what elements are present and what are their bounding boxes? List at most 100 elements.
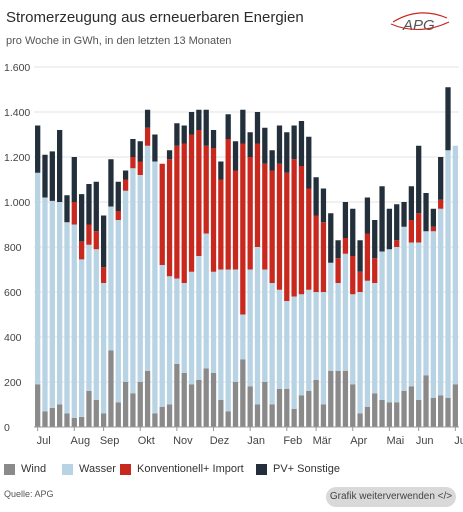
bar-segment [240,314,246,360]
bar-segment [232,141,239,171]
bar-segment [320,292,327,405]
bar-segment [122,190,129,382]
x-axis: Jul Aug Sep Okt Nov Dez Jan Feb Mär Apr Mai Jun Jul [34,426,463,447]
x-tick-label: Nov [173,435,193,447]
bar-segment [364,280,371,407]
bar-segment [225,269,231,412]
bar-segment [342,202,349,238]
legend-item[interactable]: Wind [4,459,46,479]
bar-segment [152,413,158,427]
x-tick-label: Apr [350,435,367,447]
legend-item[interactable]: Wasser [62,459,116,479]
bar-segment [357,292,363,414]
bar-segment [130,393,136,427]
x-tick-label: Mär [313,435,332,447]
bar-segment [394,240,400,247]
bar-segment [166,276,173,405]
bar-segment [86,244,92,391]
bar-segment [269,283,275,405]
bar-segment [269,404,275,427]
bar-segment [386,402,393,427]
bar-segment [452,145,458,385]
bar-segment [130,157,136,169]
bar-segment [196,130,202,256]
bar-segment [438,157,444,200]
bar-segment [430,231,436,398]
bar-segment [394,204,400,241]
bar-segment [122,170,129,180]
bar-segment [86,224,92,245]
bar-segment [254,143,261,247]
bar-segment [262,127,268,164]
bar-segment [137,141,143,162]
x-tick-label: Mai [387,435,405,447]
bar-segment [247,269,253,387]
bar-segment [203,109,209,146]
bar-segment [335,370,341,427]
bar-segment [445,150,451,398]
bar-segment [364,406,371,427]
bar-segment [78,416,85,428]
bar-segment [335,258,341,283]
bar-segment [49,151,55,201]
source-text: Quelle: APG [4,489,54,499]
y-tick-label: 800 [4,242,22,254]
legend-item[interactable]: PV+ Sonstige [256,459,340,479]
bar-segment [298,166,305,295]
legend-label: Wind [21,463,47,475]
bar-segment [269,170,275,283]
bar-segment [210,271,217,373]
bar-segment [115,402,121,427]
bar-segment [320,404,327,427]
bar-segment [364,233,371,281]
bar-segment [254,247,261,405]
bar-segment [401,226,407,391]
bar-segment [313,379,319,427]
bar-segment [225,411,231,427]
legend-item[interactable]: Konventionell+ Import [120,459,244,479]
bar-segment [254,404,261,427]
bar-segment [306,188,312,290]
bar-segment [408,386,415,427]
bar-segment [416,145,422,214]
bar-segment [430,397,436,427]
bar-segment [430,208,436,227]
bar-segment [386,208,393,250]
bar-segment [262,269,268,382]
bar-segment [298,395,305,427]
bar-segment [320,188,327,223]
chart-title: Stromerzeugung aus erneuerbaren Energien [6,9,304,26]
bar-segment [232,382,239,427]
bar-segment [115,181,121,211]
bar-segment [350,208,356,256]
bar-segment [364,197,371,234]
bar-segment [357,413,363,427]
bar-segment [130,139,136,157]
bar-segment [144,370,151,427]
y-tick-label: 1.000 [4,197,30,209]
bar-segment [276,125,283,164]
bar-segment [100,283,107,414]
bar-segment [86,184,92,225]
bar-segment [298,294,305,396]
bar-segment [342,370,349,427]
bar-segment [144,109,151,128]
reuse-graphic-button[interactable]: Grafik weiterverwenden </> [326,487,456,507]
bars [35,87,458,428]
bar-segment [335,240,341,259]
bar-segment [203,145,209,234]
bar-segment [188,384,195,427]
bar-segment [78,194,85,242]
y-tick-label: 0 [4,422,10,434]
bar-segment [78,259,85,417]
bar-segment [49,407,55,428]
x-tick-label: Jul [37,435,51,447]
bar-segment [159,265,165,407]
bar-segment [218,269,224,400]
bar-segment [240,109,246,144]
bar-segment [306,289,312,391]
legend-label: Wasser [79,463,116,475]
bar-segment [42,154,48,198]
bar-segment [430,226,436,232]
bar-segment [218,400,224,427]
